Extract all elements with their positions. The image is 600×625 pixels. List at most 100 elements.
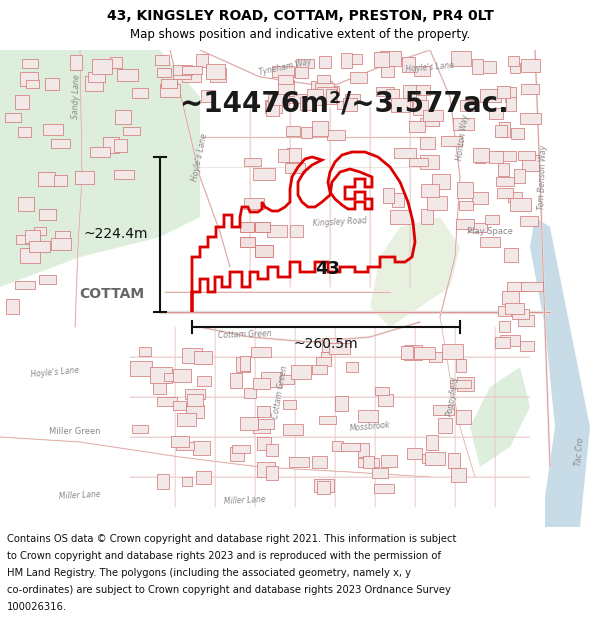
Bar (287, 148, 301, 162)
Bar (499, 122, 509, 137)
Bar (132, 424, 148, 433)
Bar (521, 84, 539, 94)
Bar (363, 456, 374, 468)
Bar (43, 124, 62, 135)
Bar (268, 94, 289, 105)
Bar (194, 351, 212, 364)
Bar (457, 377, 474, 391)
Bar (283, 424, 304, 435)
Bar (456, 219, 474, 229)
Bar (508, 282, 528, 291)
Bar (451, 468, 466, 482)
Bar (317, 481, 330, 494)
Text: Cottam Green: Cottam Green (271, 365, 289, 419)
Bar (103, 137, 119, 152)
Bar (425, 452, 445, 465)
Bar (497, 86, 509, 98)
Text: ~224.4m: ~224.4m (83, 228, 148, 241)
Bar (457, 182, 473, 198)
Bar (480, 61, 496, 73)
Text: 43, KINGSLEY ROAD, COTTAM, PRESTON, PR4 0LT: 43, KINGSLEY ROAD, COTTAM, PRESTON, PR4 … (107, 9, 493, 23)
Bar (440, 136, 461, 146)
Bar (182, 66, 202, 74)
Bar (115, 110, 131, 124)
Bar (38, 173, 55, 186)
Text: Contains OS data © Crown copyright and database right 2021. This information is : Contains OS data © Crown copyright and d… (7, 534, 457, 544)
Bar (289, 458, 309, 467)
Bar (39, 209, 56, 220)
Polygon shape (470, 367, 530, 467)
Bar (266, 101, 279, 116)
Bar (153, 380, 166, 394)
Bar (373, 468, 388, 478)
Bar (449, 380, 471, 389)
Bar (255, 245, 273, 257)
Bar (322, 338, 337, 351)
Bar (521, 59, 541, 71)
Text: Tom Benson Way: Tom Benson Way (538, 144, 548, 209)
Text: Miller Lane: Miller Lane (59, 489, 101, 501)
Bar (433, 405, 454, 416)
Bar (426, 436, 438, 450)
Bar (455, 359, 466, 372)
Bar (394, 148, 416, 158)
Bar (210, 68, 226, 82)
Bar (244, 158, 262, 166)
Bar (500, 335, 520, 346)
Bar (267, 225, 287, 237)
Bar (511, 127, 524, 139)
Bar (15, 281, 35, 289)
Bar (314, 479, 334, 492)
Text: Hoyle's Lane: Hoyle's Lane (191, 132, 209, 182)
Bar (403, 84, 416, 98)
Bar (173, 401, 186, 410)
Bar (521, 282, 542, 291)
Text: Mossbrook: Mossbrook (349, 421, 391, 433)
Bar (404, 345, 422, 360)
Bar (18, 197, 34, 211)
Bar (311, 81, 332, 92)
Bar (117, 69, 137, 81)
Bar (307, 89, 323, 105)
Bar (341, 54, 352, 68)
Bar (262, 371, 281, 387)
Text: 43: 43 (316, 260, 341, 278)
Bar (34, 227, 46, 235)
Bar (320, 352, 331, 361)
Bar (505, 88, 516, 103)
Bar (414, 94, 426, 107)
Bar (350, 72, 367, 83)
Bar (182, 348, 202, 363)
Text: Miller Green: Miller Green (49, 428, 101, 436)
Text: Kingsley Road: Kingsley Road (313, 216, 367, 228)
Bar (423, 110, 443, 121)
Bar (29, 241, 50, 252)
Bar (157, 68, 172, 77)
Bar (391, 101, 412, 110)
Bar (91, 147, 110, 157)
Bar (317, 75, 330, 91)
Bar (317, 88, 337, 102)
Bar (335, 396, 348, 411)
Bar (182, 477, 192, 486)
Bar (392, 193, 404, 208)
Bar (193, 441, 210, 455)
Bar (413, 85, 430, 95)
Bar (420, 118, 439, 126)
Bar (498, 306, 511, 316)
Bar (283, 400, 296, 409)
Bar (291, 364, 311, 379)
Bar (512, 309, 529, 319)
Bar (70, 54, 82, 70)
Bar (489, 151, 503, 163)
Bar (460, 100, 477, 111)
Bar (508, 56, 520, 66)
Bar (420, 137, 435, 149)
Bar (442, 344, 463, 359)
Text: to Crown copyright and database rights 2023 and is reproduced with the permissio: to Crown copyright and database rights 2… (7, 551, 441, 561)
Bar (288, 94, 307, 103)
Bar (257, 437, 271, 450)
Text: COTTAM: COTTAM (79, 287, 145, 301)
Bar (312, 94, 331, 103)
Bar (376, 88, 394, 96)
